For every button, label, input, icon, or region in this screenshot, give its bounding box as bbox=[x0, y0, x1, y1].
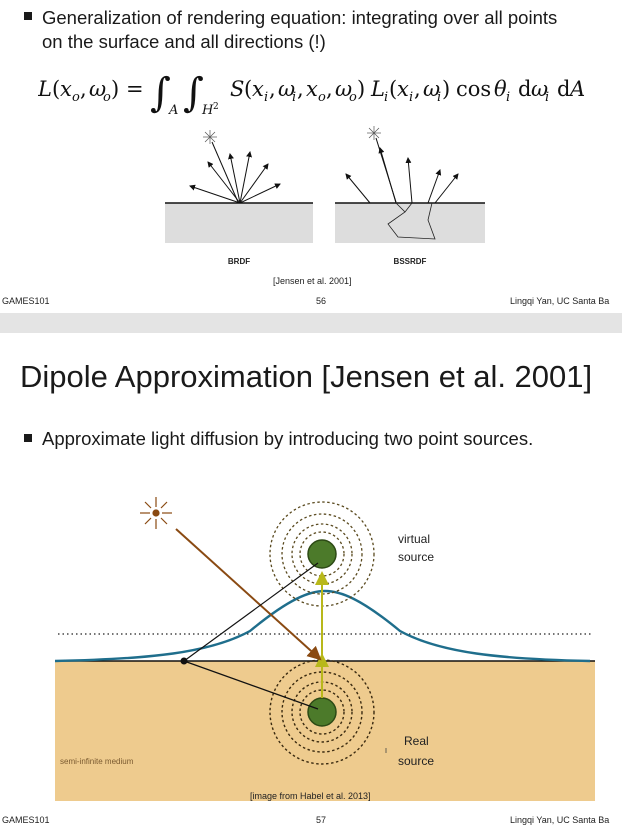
svg-text:A: A bbox=[168, 103, 178, 118]
svg-text:ω: ω bbox=[423, 77, 440, 101]
svg-text:L: L bbox=[370, 77, 385, 101]
svg-text:i: i bbox=[506, 90, 510, 105]
brdf-label: BRDF bbox=[228, 257, 250, 266]
svg-text:(: ( bbox=[244, 77, 252, 101]
svg-text:x: x bbox=[397, 77, 409, 101]
real-label-1: Real bbox=[404, 734, 429, 748]
virtual-label-2: source bbox=[398, 550, 434, 564]
light-source-icon bbox=[140, 497, 172, 529]
rendering-equation: L ( x o , ω o ) = ∫ A ∫ H 2 S ( x i , ω … bbox=[38, 70, 585, 118]
svg-text:o: o bbox=[72, 90, 80, 105]
exit-point bbox=[180, 657, 188, 665]
svg-text:S: S bbox=[230, 77, 244, 101]
virtual-label-1: virtual bbox=[398, 532, 430, 546]
svg-text:,: , bbox=[414, 77, 421, 101]
footer-left: GAMES101 bbox=[2, 815, 50, 825]
svg-text:i: i bbox=[264, 90, 268, 105]
svg-text:∫: ∫ bbox=[183, 70, 204, 116]
svg-text:ω: ω bbox=[531, 77, 548, 101]
svg-text:i: i bbox=[384, 90, 388, 105]
footer-right: Lingqi Yan, UC Santa Ba bbox=[510, 815, 610, 825]
svg-text:i: i bbox=[292, 90, 296, 105]
citation: [Jensen et al. 2001] bbox=[273, 276, 352, 286]
page-number: 57 bbox=[316, 815, 327, 825]
svg-text:ω: ω bbox=[89, 77, 106, 101]
brdf-surface bbox=[165, 203, 313, 243]
svg-text:,: , bbox=[326, 77, 333, 101]
svg-text:∫: ∫ bbox=[150, 70, 171, 116]
svg-text:(: ( bbox=[52, 77, 60, 101]
real-source-point bbox=[307, 697, 337, 727]
svg-text:d: d bbox=[557, 77, 570, 101]
incident-ray bbox=[175, 528, 322, 661]
svg-text:=: = bbox=[126, 77, 144, 101]
svg-text:): ) bbox=[111, 77, 119, 101]
footer-right: Lingqi Yan, UC Santa Ba bbox=[510, 296, 610, 306]
light-source-icon bbox=[203, 130, 217, 144]
medium-label: semi-infinite medium bbox=[60, 757, 134, 766]
svg-text:i: i bbox=[545, 90, 549, 105]
citation: [image from Habel et al. 2013] bbox=[250, 791, 371, 801]
dipole-diagram: virtual source Real source semi-infinite… bbox=[54, 497, 595, 801]
svg-text:o: o bbox=[103, 90, 111, 105]
svg-text:x: x bbox=[252, 77, 264, 101]
svg-text:cos: cos bbox=[456, 77, 491, 101]
svg-text:): ) bbox=[442, 77, 450, 101]
svg-text:H: H bbox=[201, 103, 214, 118]
virtual-source-point bbox=[307, 539, 337, 569]
svg-text:i: i bbox=[409, 90, 413, 105]
slide-57: Dipole Approximation [Jensen et al. 2001… bbox=[0, 333, 622, 830]
brdf-bssrdf-diagram: BRDF BSSRDF bbox=[165, 126, 485, 266]
real-label-2: source bbox=[398, 754, 434, 768]
svg-text:2: 2 bbox=[213, 102, 219, 112]
page-number: 56 bbox=[316, 296, 327, 306]
svg-text:A: A bbox=[568, 77, 585, 101]
svg-text:i: i bbox=[437, 90, 441, 105]
svg-text:): ) bbox=[357, 77, 365, 101]
light-source-icon bbox=[367, 126, 381, 140]
svg-text:d: d bbox=[518, 77, 531, 101]
slide-56: Generalization of rendering equation: in… bbox=[0, 0, 622, 313]
bullet-marker bbox=[24, 434, 32, 442]
bullet-line-1: Generalization of rendering equation: in… bbox=[42, 7, 558, 28]
svg-text:x: x bbox=[306, 77, 318, 101]
svg-text:L: L bbox=[38, 77, 52, 101]
bssrdf-label: BSSRDF bbox=[394, 257, 427, 266]
svg-text:,: , bbox=[297, 77, 304, 101]
svg-text:θ: θ bbox=[494, 77, 507, 101]
bssrdf-surface bbox=[335, 203, 485, 243]
footer-left: GAMES101 bbox=[2, 296, 50, 306]
bullet-marker bbox=[24, 12, 32, 20]
bullet-text: Approximate light diffusion by introduci… bbox=[42, 428, 534, 449]
medium-region bbox=[55, 661, 595, 801]
diffusion-profile-curve bbox=[54, 589, 591, 663]
svg-text:ω: ω bbox=[278, 77, 295, 101]
svg-text:,: , bbox=[80, 77, 87, 101]
bullet-line-2: on the surface and all directions (!) bbox=[42, 31, 326, 52]
svg-text:o: o bbox=[349, 90, 357, 105]
svg-text:o: o bbox=[318, 90, 326, 105]
svg-text:ω: ω bbox=[335, 77, 352, 101]
svg-text:x: x bbox=[60, 77, 72, 101]
slide-title: Dipole Approximation [Jensen et al. 2001… bbox=[20, 359, 593, 394]
svg-text:(: ( bbox=[389, 77, 397, 101]
svg-text:,: , bbox=[269, 77, 276, 101]
